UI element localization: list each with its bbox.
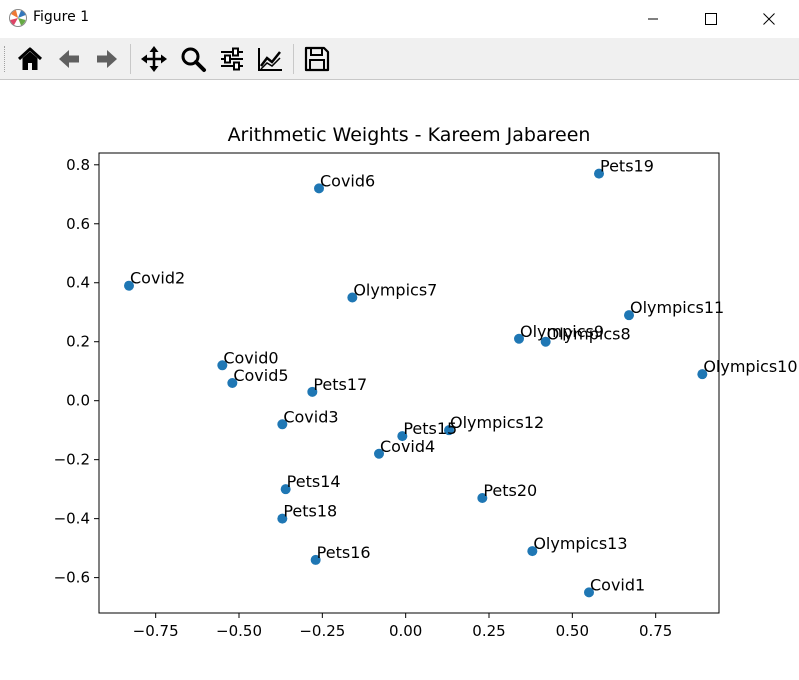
move-icon (141, 46, 167, 72)
x-tick-label: 0.00 (389, 622, 422, 640)
point-label: Olympics8 (547, 325, 631, 344)
point-label: Pets14 (287, 472, 341, 491)
forward-button[interactable] (90, 42, 124, 76)
scatter-chart[interactable]: Arithmetic Weights - Kareem Jabareen −0.… (0, 80, 799, 680)
point-label: Pets19 (600, 157, 654, 176)
data-point-covid6[interactable] (314, 183, 324, 194)
data-point-pets16[interactable] (310, 554, 321, 565)
y-tick-label: −0.6 (54, 569, 90, 587)
sliders-icon (221, 47, 243, 71)
toolbar-grip[interactable] (4, 46, 8, 72)
data-point-olympics8[interactable] (540, 336, 551, 347)
pan-button[interactable] (137, 42, 171, 76)
point-label: Olympics12 (450, 413, 544, 432)
chart-title: Arithmetic Weights - Kareem Jabareen (228, 124, 591, 146)
edit-axis-button[interactable] (253, 42, 287, 76)
y-tick-label: −0.4 (54, 510, 90, 528)
magnifier-icon (181, 47, 206, 72)
x-tick-label: 0.50 (556, 622, 589, 640)
navigation-toolbar (0, 38, 799, 80)
data-point-covid4[interactable] (374, 448, 384, 459)
data-point-pets14[interactable] (280, 484, 291, 495)
back-button[interactable] (52, 42, 86, 76)
y-tick-label: −0.2 (54, 451, 90, 469)
figure-canvas[interactable]: Arithmetic Weights - Kareem Jabareen −0.… (0, 80, 799, 680)
window-title: Figure 1 (33, 9, 90, 25)
close-icon (763, 12, 775, 25)
point-label: Covid1 (590, 575, 645, 594)
home-button[interactable] (13, 42, 47, 76)
point-label: Olympics9 (520, 322, 604, 341)
y-tick-label: 0.2 (66, 333, 90, 351)
data-point-covid2[interactable] (124, 280, 134, 291)
figure-background (0, 80, 799, 680)
title-bar: Figure 1 (0, 0, 799, 37)
configure-subplots-button[interactable] (215, 42, 249, 76)
point-label: Olympics7 (353, 280, 437, 299)
toolbar-separator (130, 44, 131, 74)
x-tick-label: 0.25 (472, 622, 505, 640)
point-label: Covid4 (380, 437, 435, 456)
matplotlib-logo-icon (8, 8, 28, 28)
y-tick-label: 0.6 (66, 215, 90, 233)
data-point-covid1[interactable] (584, 587, 594, 598)
minimize-icon (648, 18, 658, 19)
toolbar-separator (293, 44, 294, 74)
x-tick-label: −0.75 (133, 622, 179, 640)
close-button[interactable] (740, 0, 798, 37)
point-label: Covid6 (320, 171, 375, 190)
x-tick-label: −0.25 (299, 622, 345, 640)
data-point-olympics12[interactable] (444, 425, 454, 436)
axes-frame (98, 152, 720, 614)
data-point-pets18[interactable] (277, 513, 288, 524)
x-tick-label: −0.50 (216, 622, 262, 640)
point-label: Covid5 (233, 366, 288, 385)
data-point-covid3[interactable] (277, 419, 288, 430)
arrow-right-icon (97, 50, 117, 68)
y-tick-label: 0.4 (66, 274, 90, 292)
data-point-olympics13[interactable] (527, 546, 538, 557)
x-tick-label: 0.75 (639, 622, 672, 640)
y-tick-label: 0.0 (66, 392, 90, 410)
point-label: Pets18 (283, 502, 337, 521)
point-label: Pets15 (403, 419, 457, 438)
save-button[interactable] (300, 42, 334, 76)
line-chart-icon (258, 48, 282, 71)
data-point-pets17[interactable] (307, 386, 318, 397)
point-label: Olympics11 (630, 298, 724, 317)
point-label: Olympics13 (533, 534, 627, 553)
data-point-olympics10[interactable] (697, 369, 708, 380)
maximize-icon (705, 12, 717, 25)
data-point-pets15[interactable] (397, 431, 408, 442)
arrow-left-icon (59, 50, 79, 68)
data-point-covid5[interactable] (227, 378, 238, 388)
data-point-covid0[interactable] (217, 360, 228, 371)
minimize-button[interactable] (624, 0, 682, 37)
point-label: Pets20 (483, 481, 537, 500)
data-point-olympics11[interactable] (624, 310, 634, 321)
point-label: Covid3 (283, 407, 338, 426)
data-point-olympics7[interactable] (347, 292, 358, 303)
point-label: Pets16 (317, 543, 371, 562)
point-label: Olympics10 (703, 357, 797, 376)
data-point-pets20[interactable] (477, 493, 488, 503)
floppy-disk-icon (304, 46, 330, 72)
point-label: Covid2 (130, 269, 185, 288)
zoom-button[interactable] (176, 42, 210, 76)
data-point-pets19[interactable] (594, 168, 604, 179)
maximize-button[interactable] (682, 0, 740, 37)
data-point-olympics9[interactable] (514, 333, 524, 344)
point-label: Pets17 (313, 375, 367, 394)
home-icon (17, 47, 43, 70)
y-tick-label: 0.8 (66, 156, 90, 174)
point-label: Covid0 (223, 348, 278, 367)
